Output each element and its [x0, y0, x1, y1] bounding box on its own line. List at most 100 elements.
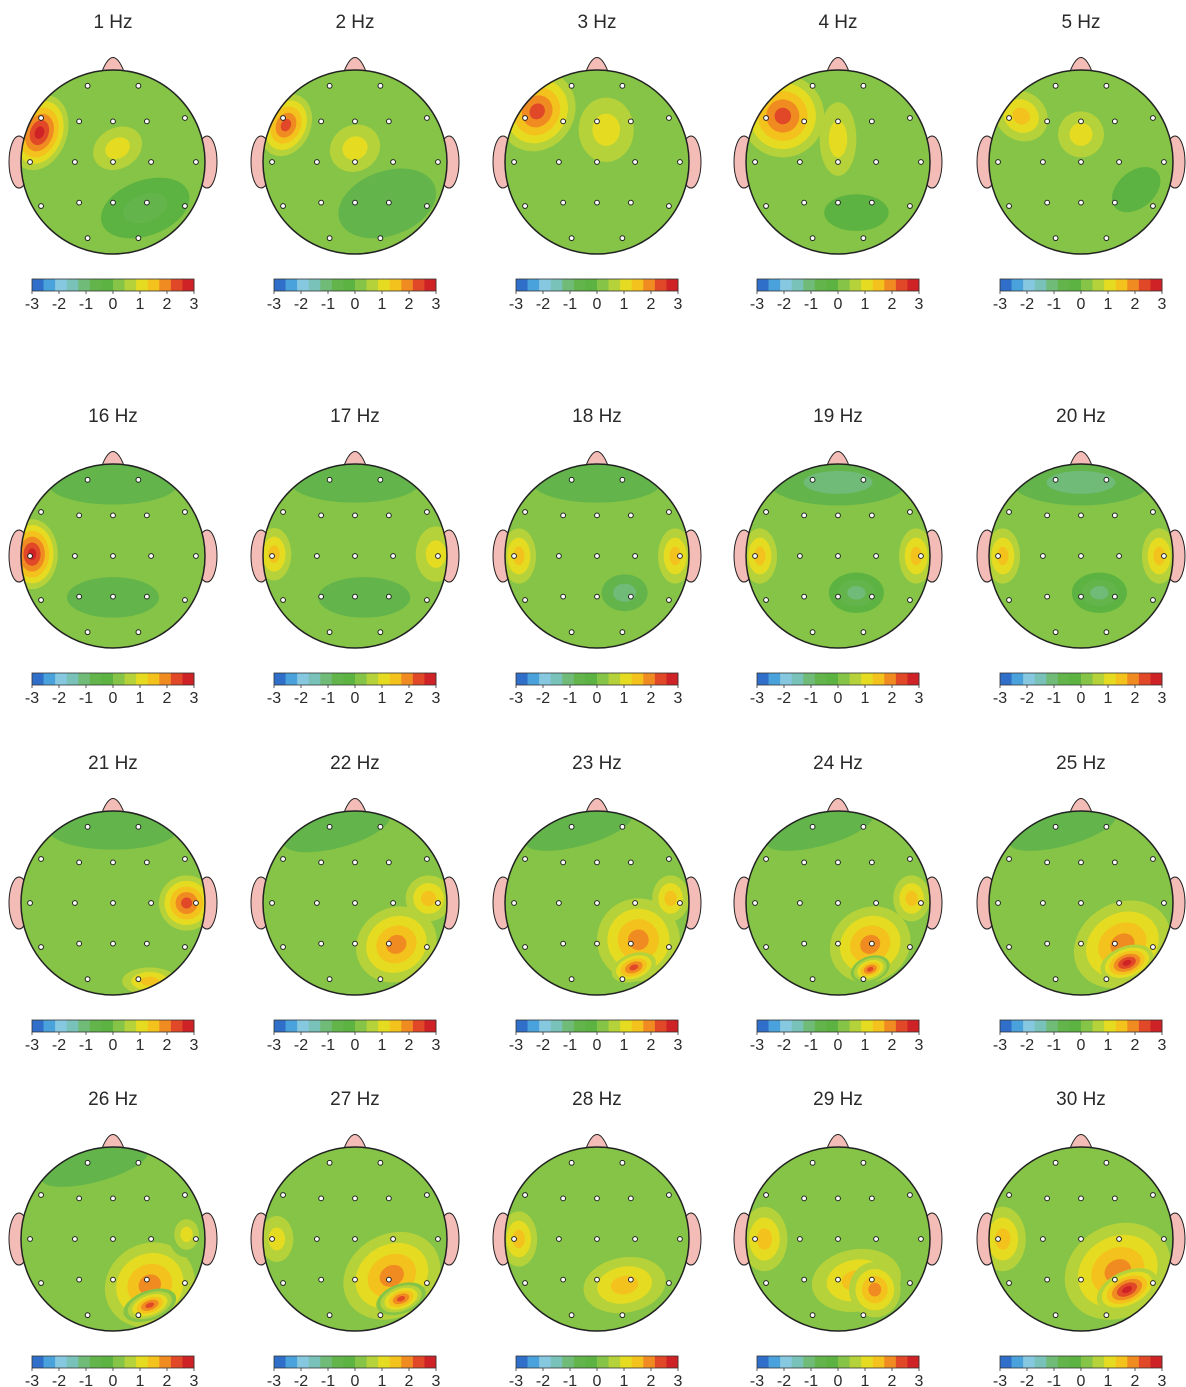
- power-region: [379, 1264, 404, 1287]
- colorbar-tick-label: 0: [593, 1373, 602, 1387]
- colorbar-swatch: [424, 1356, 437, 1368]
- electrode-marker: [666, 944, 672, 950]
- electrode-marker: [385, 512, 392, 519]
- electrode-marker: [666, 1280, 672, 1286]
- colorbar-swatch: [424, 279, 437, 291]
- electrode-marker: [377, 1159, 384, 1166]
- colorbar-swatch: [170, 1020, 183, 1032]
- electrode-marker: [1044, 1276, 1051, 1283]
- electrode-marker: [522, 1280, 528, 1286]
- power-region: [669, 546, 681, 566]
- colorbar-swatch: [1104, 1356, 1117, 1368]
- colorbar-swatch: [1011, 1020, 1024, 1032]
- colorbar-swatch: [274, 673, 286, 685]
- power-region: [1090, 586, 1109, 600]
- electrode-marker: [385, 1276, 392, 1283]
- colorbar-swatch: [780, 1020, 793, 1032]
- electrode-marker: [84, 823, 91, 830]
- electrode-marker: [809, 629, 816, 636]
- colorbar-swatch: [608, 1356, 621, 1368]
- colorbar-tick-label: -3: [267, 1037, 281, 1054]
- electrode-marker: [677, 1236, 683, 1242]
- colorbar-swatch: [597, 1020, 609, 1032]
- map-title: 17 Hz: [330, 406, 380, 427]
- map-title: 23 Hz: [572, 753, 622, 774]
- colorbar: -3 -2 -1 0 1 2 3: [993, 1355, 1167, 1387]
- colorbar-swatch: [1104, 673, 1117, 685]
- colorbar-swatch: [401, 673, 414, 685]
- electrode-marker: [1116, 553, 1122, 559]
- colorbar-swatch: [182, 673, 195, 685]
- colorbar-swatch: [424, 673, 437, 685]
- colorbar-tick-label: -1: [804, 690, 818, 707]
- colorbar-swatch: [562, 1356, 575, 1368]
- colorbar-swatch: [1115, 1356, 1128, 1368]
- colorbar-tick-label: -2: [777, 296, 791, 313]
- colorbar: -3 -2 -1 0 1 2 3: [267, 1355, 441, 1387]
- colorbar-swatch: [285, 1356, 298, 1368]
- colorbar-tick-label: 1: [861, 1373, 870, 1387]
- colorbar-swatch: [1127, 279, 1140, 291]
- electrode-marker: [619, 476, 626, 483]
- electrode-marker: [1078, 1195, 1084, 1202]
- colorbar-tick-label: 3: [915, 1373, 924, 1387]
- head-outline: [504, 463, 690, 649]
- colorbar-swatch: [1081, 673, 1093, 685]
- electrode-marker: [556, 1236, 562, 1242]
- colorbar-tick-label: 0: [1077, 296, 1086, 313]
- colorbar: -3 -2 -1 0 1 2 3: [25, 1355, 199, 1387]
- electrode-marker: [38, 944, 44, 950]
- colorbar-swatch: [170, 279, 183, 291]
- colorbar-swatch: [597, 1356, 609, 1368]
- colorbar-swatch: [608, 673, 621, 685]
- colorbar-swatch: [608, 279, 621, 291]
- colorbar-swatch: [884, 673, 897, 685]
- colorbar-tick-label: -3: [509, 296, 523, 313]
- electrode-marker: [1040, 1236, 1046, 1242]
- colorbar-tick-label: -1: [321, 296, 335, 313]
- colorbar-swatch: [331, 1356, 344, 1368]
- electrode-marker: [860, 976, 867, 983]
- colorbar: -3 -2 -1 0 1 2 3: [993, 278, 1167, 313]
- colorbar-swatch: [1034, 279, 1047, 291]
- colorbar-swatch: [608, 1020, 621, 1032]
- colorbar-swatch: [366, 1356, 379, 1368]
- electrode-marker: [907, 597, 913, 603]
- colorbar-tick-label: 1: [378, 1373, 387, 1387]
- colorbar-swatch: [124, 1356, 137, 1368]
- electrode-marker: [314, 900, 320, 906]
- electrode-marker: [352, 553, 358, 559]
- colorbar-tick-label: -3: [993, 1037, 1007, 1054]
- electrode-marker: [84, 976, 91, 983]
- electrode-marker: [1006, 944, 1012, 950]
- electrode-marker: [809, 823, 816, 830]
- electrode-marker: [868, 940, 875, 947]
- head-outline: [20, 69, 206, 255]
- colorbar-tick-label: 1: [136, 1373, 145, 1387]
- colorbar-swatch: [573, 1356, 586, 1368]
- electrode-marker: [1044, 199, 1051, 206]
- colorbar-swatch: [170, 673, 183, 685]
- power-region: [48, 811, 178, 850]
- electrode-marker: [568, 476, 575, 483]
- colorbar-swatch: [32, 279, 44, 291]
- colorbar-swatch: [159, 1356, 172, 1368]
- colorbar-swatch: [274, 1020, 286, 1032]
- electrode-marker: [193, 159, 199, 165]
- colorbar-tick-label: -1: [79, 1037, 93, 1054]
- colorbar-swatch: [78, 673, 91, 685]
- colorbar-swatch: [308, 1020, 321, 1032]
- colorbar-tick-label: -2: [536, 296, 550, 313]
- colorbar-swatch: [343, 279, 356, 291]
- colorbar-swatch: [170, 1356, 183, 1368]
- colorbar-swatch: [895, 1356, 908, 1368]
- topomap: 26 Hz -3 -2 -1 0 1 2 3: [8, 1089, 218, 1387]
- colorbar-swatch: [297, 279, 310, 291]
- power-region: [910, 546, 922, 566]
- electrode-marker: [280, 597, 286, 603]
- power-region: [532, 464, 662, 503]
- electrode-marker: [1052, 1312, 1059, 1319]
- colorbar-tick-label: 2: [647, 296, 656, 313]
- map-title: 20 Hz: [1056, 406, 1106, 427]
- colorbar-swatch: [343, 1020, 356, 1032]
